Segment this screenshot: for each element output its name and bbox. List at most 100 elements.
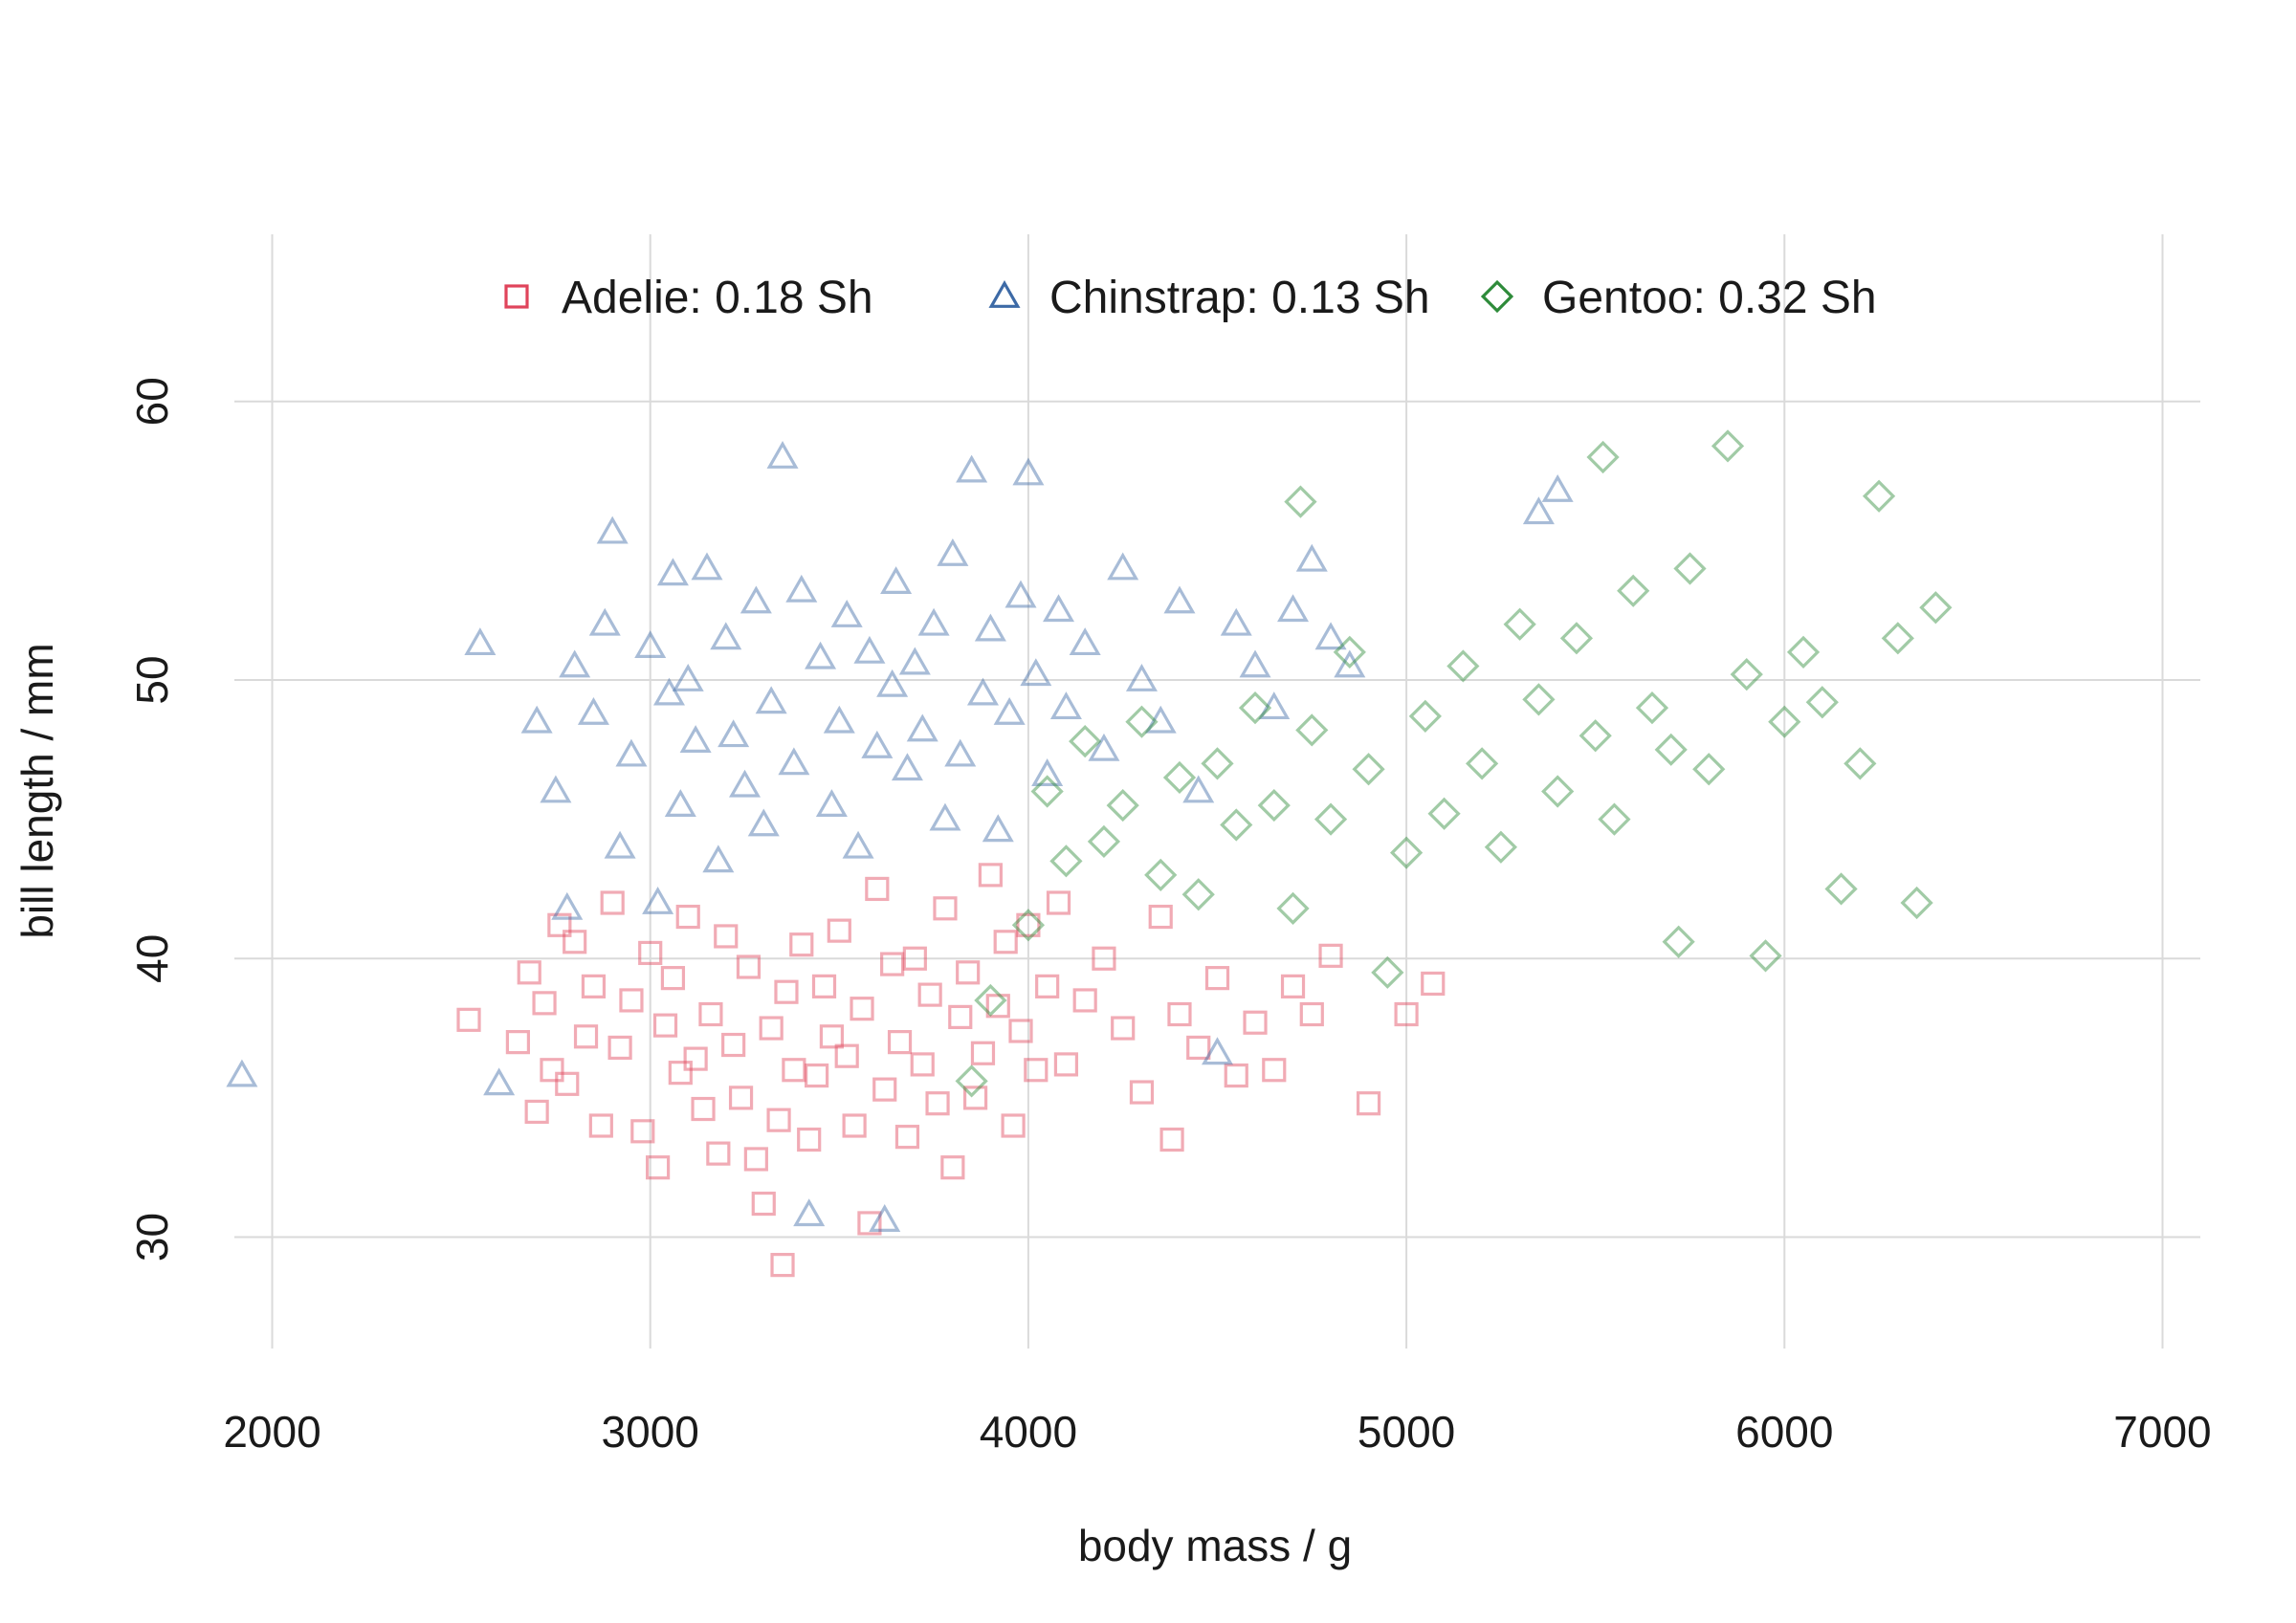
square-data-point: [646, 1155, 671, 1180]
triangle-data-point: [793, 1198, 826, 1227]
y-tick-label: 50: [127, 655, 177, 704]
square-data-point: [970, 1041, 996, 1065]
triangle-data-point: [853, 635, 886, 664]
diamond-data-point: [1824, 872, 1858, 906]
triangle-data-point: [1004, 580, 1037, 608]
triangle-data-point: [483, 1067, 516, 1096]
square-data-point: [619, 988, 644, 1013]
square-data-point: [1159, 1127, 1184, 1152]
square-data-point: [842, 1113, 867, 1138]
square-data-point: [933, 896, 958, 921]
triangle-data-point: [691, 552, 723, 581]
diamond-data-point: [1408, 699, 1442, 733]
square-data-point: [804, 1063, 829, 1088]
square-data-point: [993, 930, 1018, 954]
x-axis-title: body mass / g: [1078, 1521, 1352, 1570]
square-data-point: [675, 904, 700, 930]
square-data-point: [1016, 912, 1041, 937]
triangle-data-point: [1107, 552, 1139, 581]
y-tick-labels: 30 40 50 60: [127, 377, 177, 1261]
diamond-data-point: [1635, 691, 1669, 725]
triangle-data-point: [464, 627, 497, 656]
diamond-data-point: [1333, 635, 1366, 669]
diamond-data-point: [1011, 909, 1046, 942]
square-data-point: [1129, 1080, 1155, 1105]
legend-item: Chinstrap: 0.13 Sh: [988, 273, 1430, 323]
diamond-data-point: [1578, 719, 1612, 753]
diamond-data-point: [1144, 858, 1178, 891]
square-data-point: [1111, 1016, 1136, 1041]
triangle-data-point: [876, 669, 909, 697]
triangle-data-point: [559, 649, 591, 678]
triangle-data-point: [937, 537, 969, 566]
diamond-data-point: [1662, 925, 1695, 958]
triangle-data-point: [588, 607, 621, 636]
triangle-data-point: [1163, 585, 1196, 614]
square-data-point: [774, 979, 799, 1004]
legend-label: Adelie: 0.18 Sh: [562, 273, 873, 323]
diamond-data-point: [1446, 649, 1480, 683]
triangle-data-point: [869, 1204, 901, 1232]
triangle-data-point: [747, 808, 780, 837]
square-data-point: [850, 997, 874, 1021]
diamond-data-point: [1276, 891, 1310, 925]
diamond-data-point: [1692, 753, 1726, 786]
square-data-point: [547, 912, 572, 937]
square-data-point: [630, 1119, 655, 1144]
square-data-point: [1046, 890, 1071, 915]
square-data-point: [819, 1024, 845, 1049]
triangle-data-point: [906, 713, 938, 742]
triangle-data-point: [1020, 658, 1052, 687]
triangle-data-point: [830, 600, 863, 627]
square-data-point: [962, 1086, 988, 1110]
triangle-data-point: [1088, 733, 1120, 761]
square-data-point: [660, 966, 686, 991]
triangle-data-point: [898, 647, 931, 675]
triangle-data-point: [551, 891, 584, 920]
diamond-data-point: [1805, 686, 1839, 719]
diamond-data-point: [1295, 713, 1329, 747]
diamond-data-point: [1314, 802, 1348, 836]
square-data-point: [1421, 971, 1446, 997]
square-data-point: [1053, 1052, 1079, 1077]
square-data-point: [607, 1035, 632, 1061]
square-data-point: [917, 982, 942, 1007]
diamond-data-point: [1162, 760, 1197, 795]
square-data-point: [811, 974, 837, 998]
triangle-data-point: [664, 789, 696, 817]
diamond-data-point: [1541, 775, 1575, 808]
square-data-point: [691, 1096, 716, 1122]
triangle-data-point: [520, 705, 553, 734]
square-data-point: [766, 1108, 791, 1132]
legend: Adelie: 0.18 Sh Chinstrap: 0.13 Sh Gentoo:…: [504, 273, 1877, 323]
square-data-point: [782, 1058, 806, 1083]
diamond-data-point: [1881, 622, 1914, 655]
diamond-data-point: [1768, 705, 1801, 738]
square-data-point: [940, 1155, 965, 1180]
triangle-data-point: [596, 515, 629, 544]
diamond-data-point: [1030, 775, 1064, 808]
legend-diamond-icon: [1480, 279, 1514, 314]
triangle-data-point: [1125, 664, 1158, 691]
square-data-point: [683, 1046, 708, 1071]
diamond-data-point: [1598, 802, 1631, 836]
data-points: [226, 429, 1953, 1278]
square-data-point: [1204, 966, 1230, 991]
grid-lines: [234, 234, 2200, 1349]
y-axis-title: bill length / mm: [12, 643, 62, 938]
triangle-data-point: [1314, 622, 1347, 650]
triangle-data-point: [1295, 543, 1328, 572]
square-data-point: [698, 1001, 723, 1027]
triangle-data-point: [944, 738, 977, 767]
triangle-data-point: [577, 696, 609, 725]
triangle-data-point: [880, 566, 913, 594]
square-data-point: [865, 876, 890, 902]
triangle-data-point: [956, 454, 988, 483]
square-data-point: [573, 1024, 599, 1049]
square-data-point: [555, 1071, 580, 1096]
square-data-point: [1262, 1058, 1287, 1083]
diamond-data-point: [955, 1064, 988, 1098]
triangle-data-point: [1049, 691, 1082, 720]
triangle-data-point: [778, 747, 810, 776]
